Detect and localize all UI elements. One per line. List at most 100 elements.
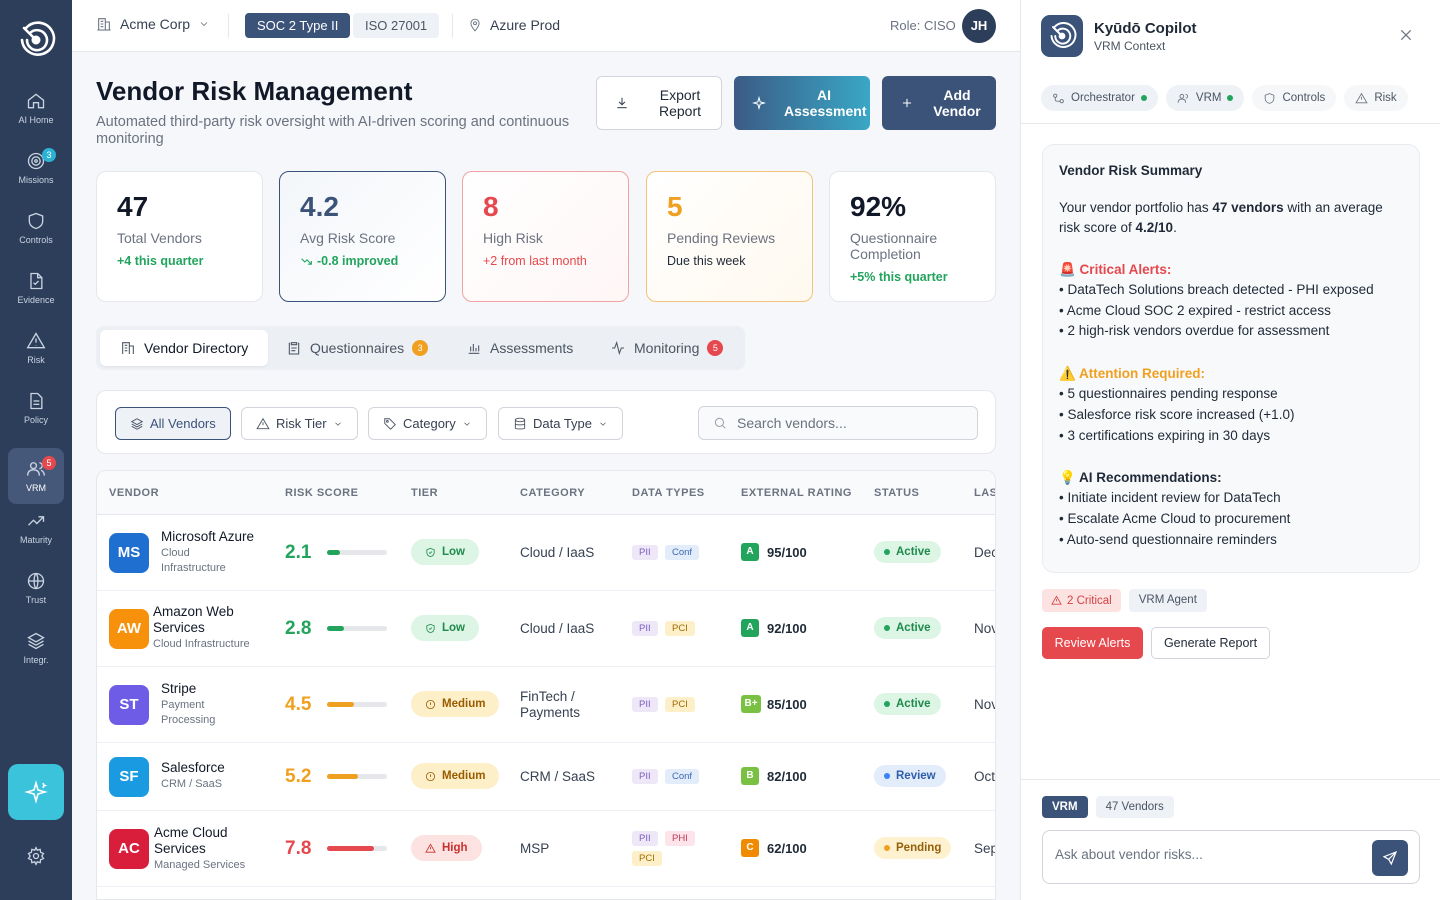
vendor-name[interactable]: Stripe [161, 681, 197, 696]
attention-item: • 5 questionnaires pending response [1059, 386, 1278, 402]
table-row[interactable]: ST Stripe Payment Processing 4.5 Medium … [97, 667, 995, 743]
rating-grade: B [741, 767, 759, 785]
col-last[interactable]: LAST [974, 487, 995, 499]
context-count-chip[interactable]: 47 Vendors [1095, 796, 1174, 818]
col-tier[interactable]: TIER [411, 487, 439, 499]
col-risk-score[interactable]: RISK SCORE [285, 487, 359, 499]
data-type-tag: Conf [665, 769, 700, 784]
status-label: Active [896, 698, 931, 710]
framework-soc2[interactable]: SOC 2 Type II [245, 13, 351, 38]
rating-value: 85/100 [767, 697, 807, 712]
col-category[interactable]: CATEGORY [520, 487, 586, 499]
ai-assessment-button[interactable]: AI Assessment [734, 76, 870, 130]
agent-controls[interactable]: Controls [1252, 85, 1337, 111]
tab-questionnaires[interactable]: Questionnaires 3 [266, 330, 448, 366]
search-icon [714, 417, 726, 429]
generate-report-button[interactable]: Generate Report [1151, 627, 1270, 659]
context-vrm-chip[interactable]: VRM [1042, 796, 1088, 818]
send-button[interactable] [1372, 840, 1408, 876]
tier-badge: Medium [411, 691, 500, 717]
add-vendor-button[interactable]: Add Vendor [882, 76, 996, 130]
nav-missions[interactable]: 3 Missions [8, 140, 64, 196]
col-status[interactable]: STATUS [874, 487, 920, 499]
nav-evidence[interactable]: Evidence [8, 260, 64, 316]
close-button[interactable] [1398, 27, 1414, 43]
table-row[interactable]: AC Acme Cloud Services Managed Services … [97, 811, 996, 887]
vendor-search[interactable] [698, 406, 978, 440]
table-row[interactable]: AW Amazon Web Services Cloud Infrastruct… [97, 591, 995, 667]
agent-chips: Orchestrator VRM Controls Risk [1041, 85, 1408, 111]
kpi-pending-reviews: 5 Pending Reviews Due this week [646, 171, 813, 302]
table-row[interactable]: SF Salesforce CRM / SaaS 5.2 Medium CRM … [97, 743, 995, 811]
vendor-category: Cloud / IaaS [520, 545, 595, 560]
nav-ai-home[interactable]: AI Home [8, 80, 64, 136]
filter-data-type[interactable]: Data Type [498, 407, 624, 440]
nav-controls[interactable]: Controls [8, 200, 64, 256]
rating-value: 62/100 [767, 841, 807, 856]
nav-vrm[interactable]: 5 VRM [8, 448, 64, 504]
col-vendor[interactable]: VENDOR [109, 487, 160, 499]
shield-icon [28, 212, 44, 230]
vendor-name[interactable]: Microsoft Azure [161, 529, 255, 544]
recommendations-heading: 💡 AI Recommendations: [1059, 470, 1222, 486]
col-data-types[interactable]: DATA TYPES [632, 487, 705, 499]
tier-label: Medium [442, 770, 486, 782]
nav-maturity[interactable]: Maturity [8, 500, 64, 556]
filter-label: Data Type [533, 416, 593, 431]
risk-score: 2.1 [285, 542, 312, 563]
page-subtitle: Automated third-party risk oversight wit… [96, 114, 570, 147]
chevron-down-icon [334, 422, 341, 426]
org-selector[interactable]: Acme Corp [96, 16, 210, 32]
tab-monitoring[interactable]: Monitoring 5 [590, 330, 743, 366]
data-type-tag: Conf [665, 545, 700, 560]
agent-tag: VRM Agent [1128, 589, 1207, 612]
agent-label: Controls [1282, 92, 1326, 104]
kpi-label: Questionnaire Completion [850, 230, 938, 262]
tab-assessments[interactable]: Assessments [446, 330, 593, 366]
ai-copilot-button[interactable] [8, 764, 64, 820]
kpi-label: Avg Risk Score [300, 230, 396, 246]
nav-policy[interactable]: Policy [8, 380, 64, 436]
framework-iso[interactable]: ISO 27001 [353, 13, 440, 38]
table-row[interactable]: MS Microsoft Azure Cloud Infrastructure … [97, 515, 995, 591]
chat-input[interactable] [1055, 847, 1355, 862]
vendor-name[interactable]: Salesforce [161, 760, 225, 775]
attention-item: • Salesforce risk score increased (+1.0) [1059, 406, 1295, 422]
last-review: Sep [974, 841, 996, 856]
agent-vrm[interactable]: VRM [1165, 85, 1245, 111]
environment-selector[interactable]: Azure Prod [468, 17, 560, 33]
kpi-delta-row: -0.8 improved [300, 254, 425, 268]
agent-orchestrator[interactable]: Orchestrator [1041, 85, 1158, 111]
vendor-name[interactable]: Amazon Web Services [153, 604, 234, 635]
nav-label: Evidence [17, 295, 55, 305]
agent-risk[interactable]: Risk [1344, 85, 1408, 111]
col-external-rating[interactable]: EXTERNAL RATING [741, 487, 852, 499]
app-logo[interactable] [16, 20, 56, 60]
filter-label: All Vendors [150, 416, 216, 431]
rating-grade: B+ [741, 695, 761, 713]
nav-trust[interactable]: Trust [8, 560, 64, 616]
filter-risk-tier[interactable]: Risk Tier [241, 407, 358, 440]
risk-score: 5.2 [285, 766, 312, 787]
data-type-tag: PII [632, 697, 658, 712]
filter-all-vendors[interactable]: All Vendors [115, 407, 231, 440]
tier-label: Low [442, 546, 465, 558]
activity-icon [612, 340, 624, 356]
nav-integrations[interactable]: Integr. [8, 620, 64, 676]
review-alerts-button[interactable]: Review Alerts [1042, 627, 1143, 659]
nav-risk[interactable]: Risk [8, 320, 64, 376]
globe-icon [27, 572, 45, 590]
settings-button[interactable] [26, 846, 46, 866]
rating-grade: A [741, 543, 759, 561]
kpi-value: 8 [483, 191, 499, 222]
plus-icon [902, 98, 912, 108]
data-type-tag: PII [632, 831, 658, 846]
tab-vendor-directory[interactable]: Vendor Directory [100, 330, 269, 366]
search-input[interactable] [737, 415, 957, 431]
vendor-name[interactable]: Acme Cloud Services [154, 825, 228, 856]
workflow-icon [1053, 93, 1064, 103]
kpi-delta: Due this week [667, 254, 746, 268]
avatar[interactable]: JH [962, 9, 996, 43]
export-report-button[interactable]: Export Report [596, 76, 722, 130]
filter-category[interactable]: Category [368, 407, 487, 440]
